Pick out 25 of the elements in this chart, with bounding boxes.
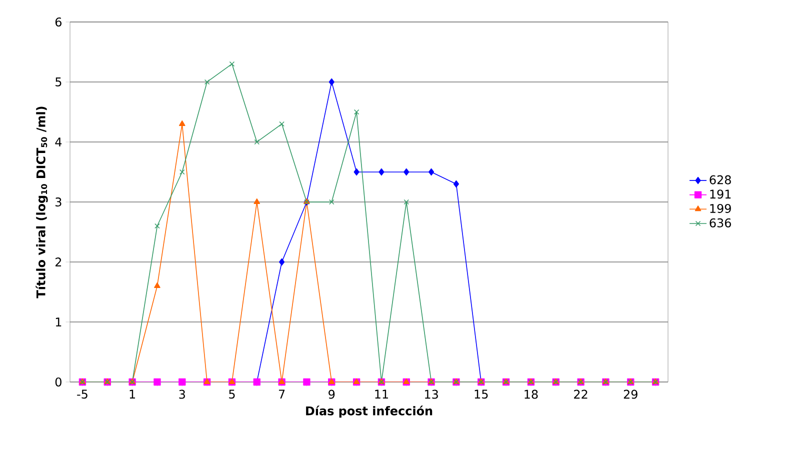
y-tick-label: 2 [56,258,62,266]
x-axis-title: Días post infección [306,406,432,418]
x-tick-label: 11 [375,390,388,398]
legend-label: 628 [710,175,731,184]
x-tick-label: 22 [574,390,588,399]
x-tick-label: 15 [474,390,488,399]
x-tick-label: 7 [278,390,285,398]
y-tick-label: 6 [55,17,62,27]
y-tick-label: 1 [56,318,62,326]
x-tick-label: -5 [77,390,88,399]
y-axis-title: Título viral (log$_{10}$ DICT$_{50}$ /ml) [36,106,48,298]
x-tick-label: 18 [524,390,538,399]
x-tick-label: 9 [328,390,335,399]
y-tick-label: 5 [56,78,62,86]
x-tick-label: 13 [425,390,438,399]
y-tick-label: 4 [55,138,62,146]
x-tick-label: 5 [229,390,235,399]
legend-label: 199 [710,204,731,214]
legend-label: 636 [710,218,731,228]
y-tick-label: 3 [56,197,62,207]
x-tick-label: 29 [624,390,638,399]
y-tick-label: 0 [55,377,62,387]
x-tick-label: 1 [130,390,135,398]
x-tick-label: 3 [179,390,185,399]
legend-label: 191 [710,190,731,199]
